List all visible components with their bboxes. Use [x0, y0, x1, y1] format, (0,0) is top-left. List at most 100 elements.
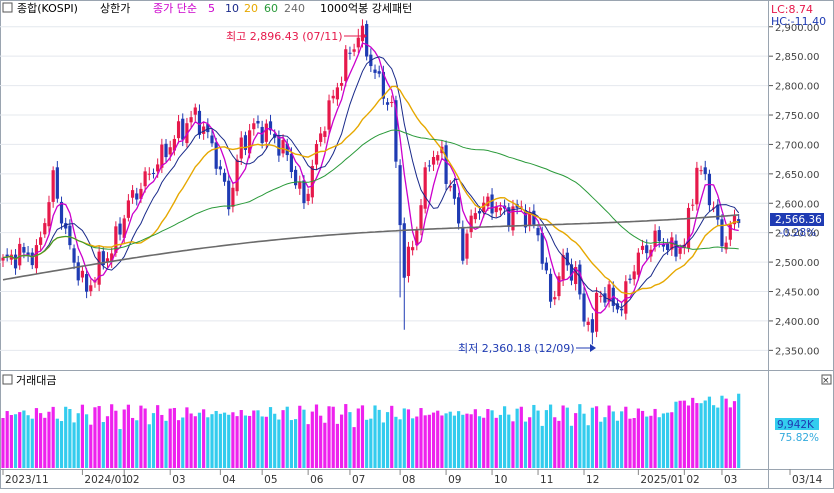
- volume-bar: [164, 420, 168, 468]
- candle-body: [156, 164, 160, 172]
- last-change: -0.28%: [779, 227, 816, 239]
- volume-collapse-icon[interactable]: [2, 374, 13, 385]
- candle-body: [394, 100, 398, 162]
- volume-bar: [122, 409, 126, 468]
- candle-body: [590, 319, 594, 333]
- x-tick-label: 03: [172, 474, 185, 486]
- candle-body: [398, 165, 402, 226]
- candle-body: [172, 138, 176, 151]
- volume-bar: [465, 413, 469, 468]
- volume-bar: [130, 417, 135, 468]
- volume-bar: [323, 422, 327, 468]
- candle-body: [89, 285, 93, 292]
- volume-bar: [565, 407, 569, 468]
- volume-bar: [511, 421, 515, 468]
- volume-bar: [139, 405, 143, 468]
- candle-body: [620, 308, 624, 311]
- candle-body: [411, 247, 415, 251]
- candle-body: [365, 24, 369, 57]
- candle-body: [72, 248, 76, 263]
- candle-body: [724, 242, 728, 250]
- volume-bar: [653, 408, 657, 468]
- candle-body: [206, 124, 210, 133]
- volume-bar: [110, 404, 114, 468]
- volume-bar: [590, 407, 594, 468]
- volume-bar: [273, 413, 277, 468]
- volume-bar: [415, 416, 419, 468]
- volume-bar: [528, 417, 532, 468]
- candle-body: [448, 185, 452, 188]
- candle-body: [519, 206, 523, 208]
- candle-body: [465, 233, 469, 259]
- volume-bar: [310, 411, 314, 468]
- volume-bar: [189, 413, 193, 468]
- candle-body: [427, 165, 431, 167]
- candle-body: [498, 207, 503, 211]
- candle-body: [97, 251, 101, 285]
- candle-body: [139, 188, 143, 199]
- volume-bar: [473, 409, 477, 468]
- candle-body: [118, 223, 122, 235]
- candle-body: [231, 187, 235, 207]
- volume-bar: [737, 393, 741, 468]
- volume-bar: [461, 414, 465, 468]
- candle-body: [80, 270, 85, 278]
- volume-bar: [185, 407, 189, 468]
- candle-body: [164, 143, 168, 158]
- candle-body: [720, 219, 724, 247]
- candle-body: [574, 267, 578, 285]
- candle-body: [114, 226, 118, 253]
- volume-bar: [728, 407, 732, 468]
- volume-bar: [645, 416, 649, 468]
- candle-body: [536, 228, 540, 236]
- candle-body: [582, 293, 586, 322]
- candle-body: [264, 123, 268, 142]
- price-tick-label: 2,500.00: [775, 258, 820, 269]
- volume-bar: [26, 415, 30, 468]
- volume-bar: [486, 409, 490, 468]
- volume-bar: [385, 412, 390, 468]
- x-tick-label: 04: [222, 474, 236, 486]
- x-tick-label: 06: [310, 474, 324, 486]
- candle-body: [130, 190, 135, 198]
- price-tick-label: 2,600.00: [775, 199, 820, 210]
- volume-bar: [482, 417, 486, 468]
- collapse-box-icon[interactable]: [2, 2, 13, 13]
- candle-body: [18, 243, 22, 266]
- candle-body: [47, 202, 51, 227]
- candle-body: [68, 225, 72, 246]
- volume-bar: [419, 408, 423, 468]
- candle-body: [43, 223, 47, 235]
- candle-body: [632, 271, 636, 280]
- volume-bar: [515, 408, 519, 468]
- candle-body: [640, 245, 645, 250]
- volume-bar: [695, 403, 699, 468]
- volume-bar: [398, 419, 402, 468]
- low-annotation: 최저 2,360.18 (12/09): [458, 342, 575, 355]
- candle-body: [26, 252, 30, 256]
- candle-body: [193, 107, 197, 115]
- high-arrow-head: [361, 32, 367, 40]
- candle-body: [661, 244, 666, 247]
- candle-body: [569, 264, 574, 281]
- candle-body: [277, 136, 281, 156]
- candle-body: [490, 194, 494, 214]
- candle-body: [168, 147, 172, 155]
- candle-body: [327, 100, 331, 130]
- volume-bar: [498, 414, 503, 468]
- volume-bar: [64, 406, 68, 468]
- price-tick-label: 2,850.00: [775, 52, 820, 63]
- volume-bar: [222, 412, 227, 468]
- candle-body: [436, 155, 440, 161]
- candle-body: [197, 110, 202, 135]
- candle-body: [486, 196, 490, 207]
- volume-bar: [256, 410, 260, 468]
- volume-bar: [294, 419, 298, 468]
- candle-body: [126, 200, 130, 218]
- candle-body: [214, 142, 218, 169]
- volume-bar: [457, 411, 461, 468]
- candlesticks: [1, 19, 741, 345]
- volume-close-icon[interactable]: [821, 374, 832, 385]
- high-annotation: 최고 2,896.43 (07/11): [226, 30, 343, 43]
